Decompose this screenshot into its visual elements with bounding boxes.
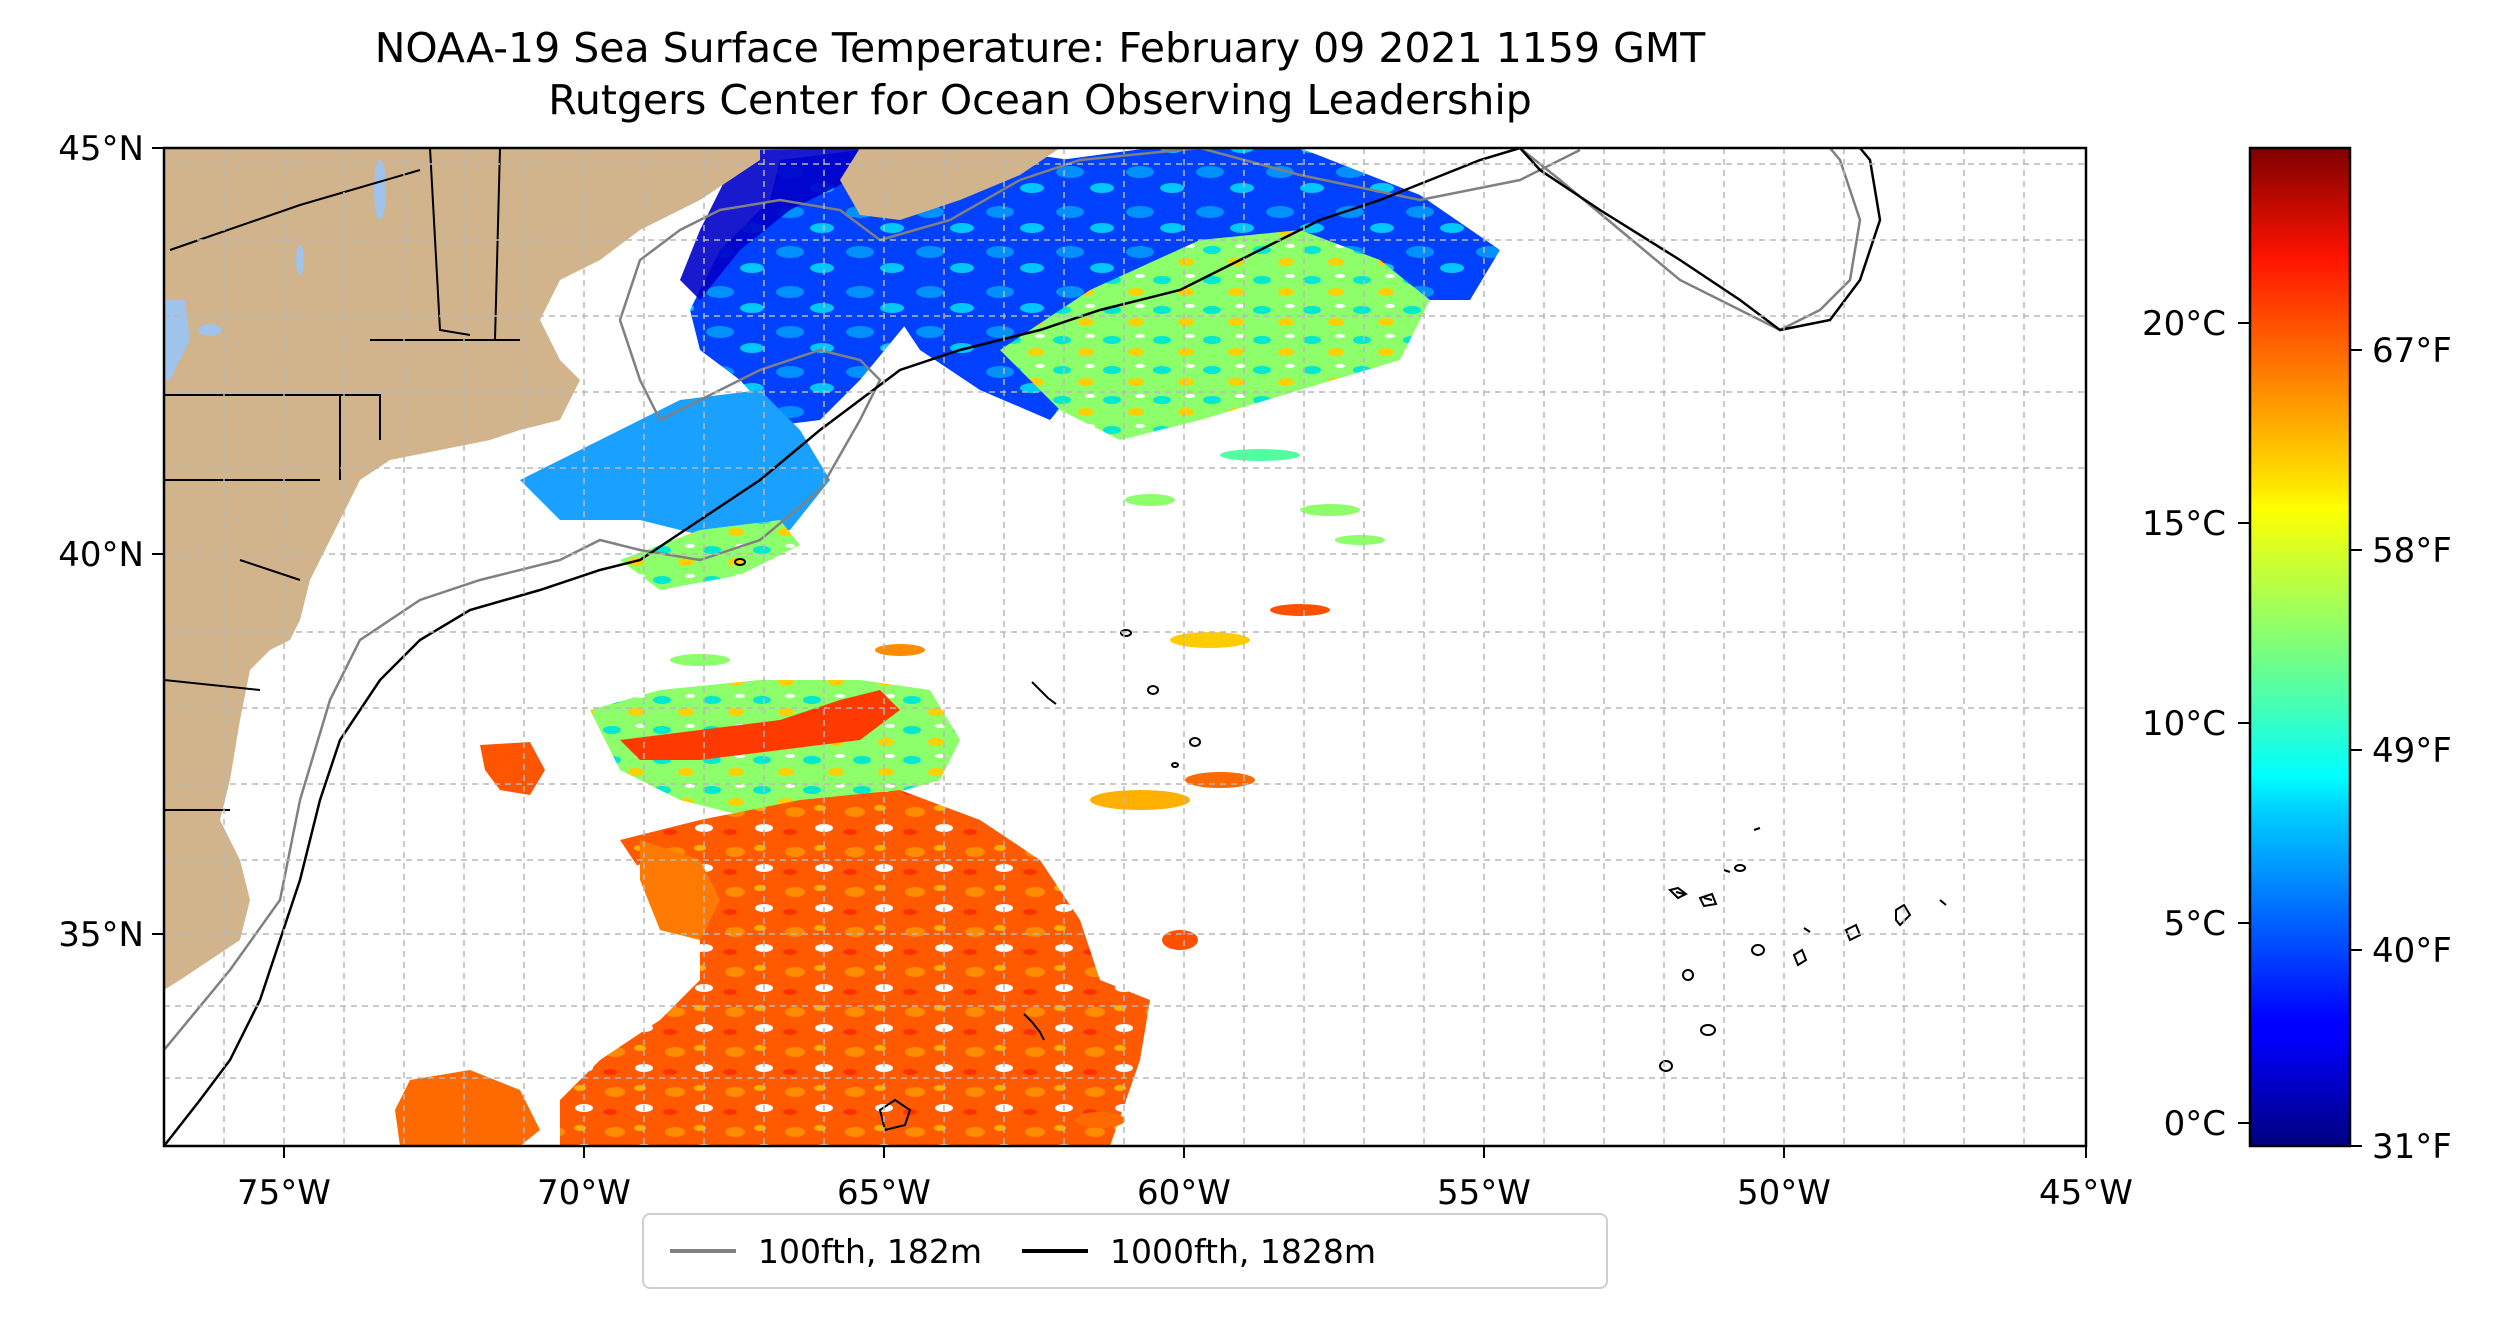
axis-ticks <box>152 147 2087 1158</box>
map-area <box>164 148 2086 1146</box>
colorbar-celsius-labels: 20°C 15°C 10°C 5°C 0°C <box>2142 304 2226 1144</box>
cbar-label-58f: 58°F <box>2372 531 2452 571</box>
cbar-label-67f: 67°F <box>2372 331 2452 371</box>
sst-very-cold-coast <box>680 148 880 300</box>
legend-line-1000fth <box>1022 1249 1088 1253</box>
sst-slope-water-green <box>1000 230 1430 440</box>
sst-warm-patch-west <box>480 742 545 795</box>
lon-tick-labels: 75°W 70°W 65°W 60°W 55°W 50°W 45°W <box>237 1173 2133 1213</box>
legend-line-100fth <box>670 1249 736 1253</box>
chart-subtitle: Rutgers Center for Ocean Observing Leade… <box>548 76 1532 124</box>
cbar-label-15c: 15°C <box>2142 504 2226 544</box>
land-nova-scotia <box>840 148 1060 220</box>
gridlines <box>164 148 2086 1146</box>
legend-item-100fth: 100fth, 182m <box>670 1232 982 1271</box>
land-north-america <box>164 148 760 990</box>
sst-warm-streak-1 <box>640 840 720 940</box>
lon-tick-45w: 45°W <box>2039 1173 2133 1213</box>
contour-1000fth <box>164 148 1882 1146</box>
lon-tick-55w: 55°W <box>1437 1173 1531 1213</box>
lon-tick-65w: 65°W <box>837 1173 931 1213</box>
sst-shelf-break-front <box>620 520 800 590</box>
legend-label-1000fth: 1000fth, 1828m <box>1110 1231 1376 1271</box>
lon-tick-50w: 50°W <box>1737 1173 1831 1213</box>
lat-tick-40n: 40°N <box>58 535 144 575</box>
lon-tick-60w: 60°W <box>1137 1173 1231 1213</box>
lat-tick-45n: 45°N <box>58 129 144 169</box>
lat-tick-labels: 45°N 40°N 35°N <box>58 129 144 955</box>
cbar-label-49f: 49°F <box>2372 731 2452 771</box>
legend-label-100fth: 100fth, 182m <box>758 1231 982 1271</box>
lon-tick-75w: 75°W <box>237 1173 331 1213</box>
cbar-label-10c: 10°C <box>2142 704 2226 744</box>
cbar-label-40f: 40°F <box>2372 931 2452 971</box>
sst-warm-patch-southwest <box>395 1070 540 1146</box>
legend-item-1000fth: 1000fth, 1828m <box>1022 1232 1376 1271</box>
chart-title: NOAA-19 Sea Surface Temperature: Februar… <box>374 24 1706 72</box>
seamount-outlines <box>734 558 1947 1132</box>
cbar-label-0c: 0°C <box>2164 1104 2226 1144</box>
cbar-label-5c: 5°C <box>2164 904 2226 944</box>
sst-south-new-england <box>520 390 830 540</box>
map-frame <box>162 146 2088 1148</box>
state-borders <box>164 148 520 811</box>
lon-tick-70w: 70°W <box>537 1173 631 1213</box>
cbar-label-31f: 31°F <box>2372 1127 2452 1167</box>
legend: 100fth, 182m 1000fth, 1828m <box>642 1213 1608 1289</box>
colorbar-fahrenheit-labels: 67°F 58°F 49°F 40°F 31°F <box>2372 331 2452 1167</box>
lat-tick-35n: 35°N <box>58 915 144 955</box>
colorbar-ticks <box>2238 322 2362 1147</box>
colorbar <box>2248 146 2352 1148</box>
lakes <box>164 160 386 380</box>
cbar-label-20c: 20°C <box>2142 304 2226 344</box>
